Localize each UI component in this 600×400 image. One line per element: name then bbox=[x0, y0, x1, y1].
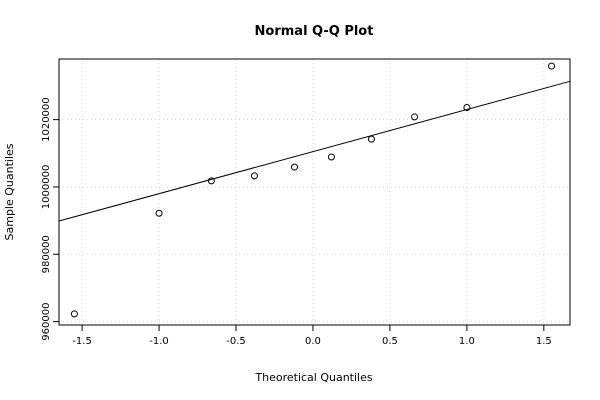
x-axis: -1.5 -1.0 -0.5 0.0 0.5 1.0 1.5 bbox=[72, 324, 552, 347]
y-tick-label: 980000 bbox=[41, 235, 52, 273]
qq-point bbox=[290, 163, 298, 171]
grid-layer bbox=[59, 59, 570, 325]
x-tick-label: -1.0 bbox=[149, 336, 169, 347]
x-axis-label: Theoretical Quantiles bbox=[254, 371, 372, 384]
qq-point bbox=[463, 103, 471, 111]
y-axis: 960000 980000 1000000 1020000 bbox=[41, 97, 60, 341]
y-tick-label: 960000 bbox=[41, 303, 52, 341]
qq-point bbox=[207, 177, 215, 185]
chart-title: Normal Q-Q Plot bbox=[255, 24, 374, 39]
qq-point bbox=[70, 310, 78, 318]
x-tick-label: -0.5 bbox=[226, 336, 246, 347]
x-tick-label: 0.5 bbox=[382, 336, 398, 347]
qq-point bbox=[548, 62, 556, 70]
qq-point bbox=[411, 113, 419, 121]
x-tick-label: 0.0 bbox=[305, 336, 321, 347]
qq-point bbox=[155, 209, 163, 217]
x-tick-label: 1.5 bbox=[536, 336, 552, 347]
qq-point bbox=[327, 153, 335, 161]
y-tick-label: 1020000 bbox=[41, 97, 52, 142]
y-tick-label: 1000000 bbox=[41, 165, 52, 210]
x-tick-label: -1.5 bbox=[72, 336, 92, 347]
qq-point bbox=[367, 135, 375, 143]
points-layer bbox=[70, 62, 556, 318]
qq-reference-line bbox=[58, 80, 571, 222]
x-tick-label: 1.0 bbox=[459, 336, 475, 347]
y-axis-label: Sample Quantiles bbox=[3, 143, 16, 240]
qq-point bbox=[250, 172, 258, 180]
plot-area-border bbox=[58, 58, 571, 326]
reference-line-layer bbox=[58, 80, 571, 222]
